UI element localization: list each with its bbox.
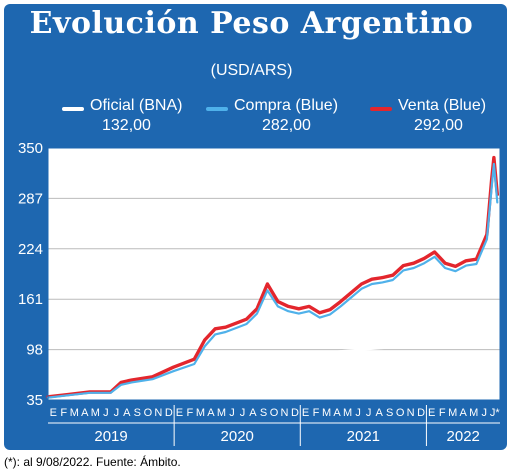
x-month-label: F [187, 407, 194, 419]
x-month-label: M [343, 407, 352, 419]
x-month-label: J [355, 407, 361, 419]
x-month-label: A [333, 407, 341, 419]
legend-value-compra: 282,00 [262, 117, 311, 134]
plot-area [48, 148, 500, 400]
legend-value-venta: 292,00 [414, 117, 463, 134]
chart-footnote: (*): al 9/08/2022. Fuente: Ámbito. [4, 455, 181, 469]
y-tick-label: 161 [18, 291, 43, 308]
legend-swatch-venta [370, 107, 392, 111]
x-month-label: M [217, 407, 226, 419]
x-month-label: A [375, 407, 383, 419]
x-year-label: 2019 [94, 428, 127, 445]
x-month-label: E [428, 407, 435, 419]
chart-units: (USD/ARS) [210, 62, 293, 79]
x-month-label: A [81, 407, 89, 419]
plot-frame [47, 147, 501, 401]
y-tick-label: 98 [26, 342, 43, 359]
x-year-label: 2021 [347, 428, 380, 445]
legend-item-oficial: Oficial (BNA) 132,00 [62, 97, 202, 137]
x-month-label: J* [490, 407, 501, 419]
x-month-label: F [60, 407, 67, 419]
series-line-venta [46, 155, 499, 399]
x-month-label: M [322, 407, 331, 419]
legend-swatch-compra [206, 107, 228, 111]
x-month-label: S [260, 407, 267, 419]
x-month-label: E [50, 407, 57, 419]
x-month-label: O [270, 407, 279, 419]
x-month-label: J [366, 407, 372, 419]
x-month-label: O [144, 407, 153, 419]
x-month-label: M [70, 407, 79, 419]
x-year-label: 2020 [221, 428, 254, 445]
x-month-label: E [176, 407, 183, 419]
x-month-label: A [123, 407, 131, 419]
x-month-label: F [439, 407, 446, 419]
x-month-label: M [91, 407, 100, 419]
x-month-label: N [281, 407, 289, 419]
x-month-label: N [154, 407, 162, 419]
x-month-label: M [448, 407, 457, 419]
x-month-label: A [460, 407, 468, 419]
x-month-label: J [481, 407, 487, 419]
legend-swatch-oficial [62, 107, 84, 111]
x-month-label: S [386, 407, 393, 419]
x-month-label: N [407, 407, 415, 419]
chart-title: Evolución Peso Argentino [29, 6, 474, 41]
x-month-label: J [114, 407, 120, 419]
legend-item-venta: Venta (Blue) 292,00 [370, 97, 502, 137]
x-month-label: M [196, 407, 205, 419]
x-year-label: 2022 [447, 428, 480, 445]
x-month-label: E [302, 407, 309, 419]
x-month-label: O [396, 407, 405, 419]
x-month-label: S [134, 407, 141, 419]
x-month-label: M [469, 407, 478, 419]
x-month-label: J [103, 407, 109, 419]
y-tick-label: 350 [18, 140, 43, 157]
x-month-label: A [249, 407, 257, 419]
y-tick-label: 35 [26, 392, 43, 409]
x-month-label: A [207, 407, 215, 419]
y-tick-label: 224 [18, 241, 43, 258]
x-month-label: D [291, 407, 299, 419]
legend-label-venta: Venta (Blue) [398, 97, 487, 114]
x-month-label: D [165, 407, 173, 419]
legend-item-compra: Compra (Blue) 282,00 [206, 97, 356, 137]
x-month-label: D [417, 407, 425, 419]
series-line-compra [46, 162, 499, 399]
y-tick-label: 287 [18, 190, 43, 207]
legend-label-compra: Compra (Blue) [234, 97, 339, 114]
x-month-label: J [240, 407, 246, 419]
x-month-label: F [313, 407, 320, 419]
legend-value-oficial: 132,00 [102, 117, 151, 134]
legend-label-oficial: Oficial (BNA) [90, 97, 183, 114]
x-month-label: J [229, 407, 235, 419]
